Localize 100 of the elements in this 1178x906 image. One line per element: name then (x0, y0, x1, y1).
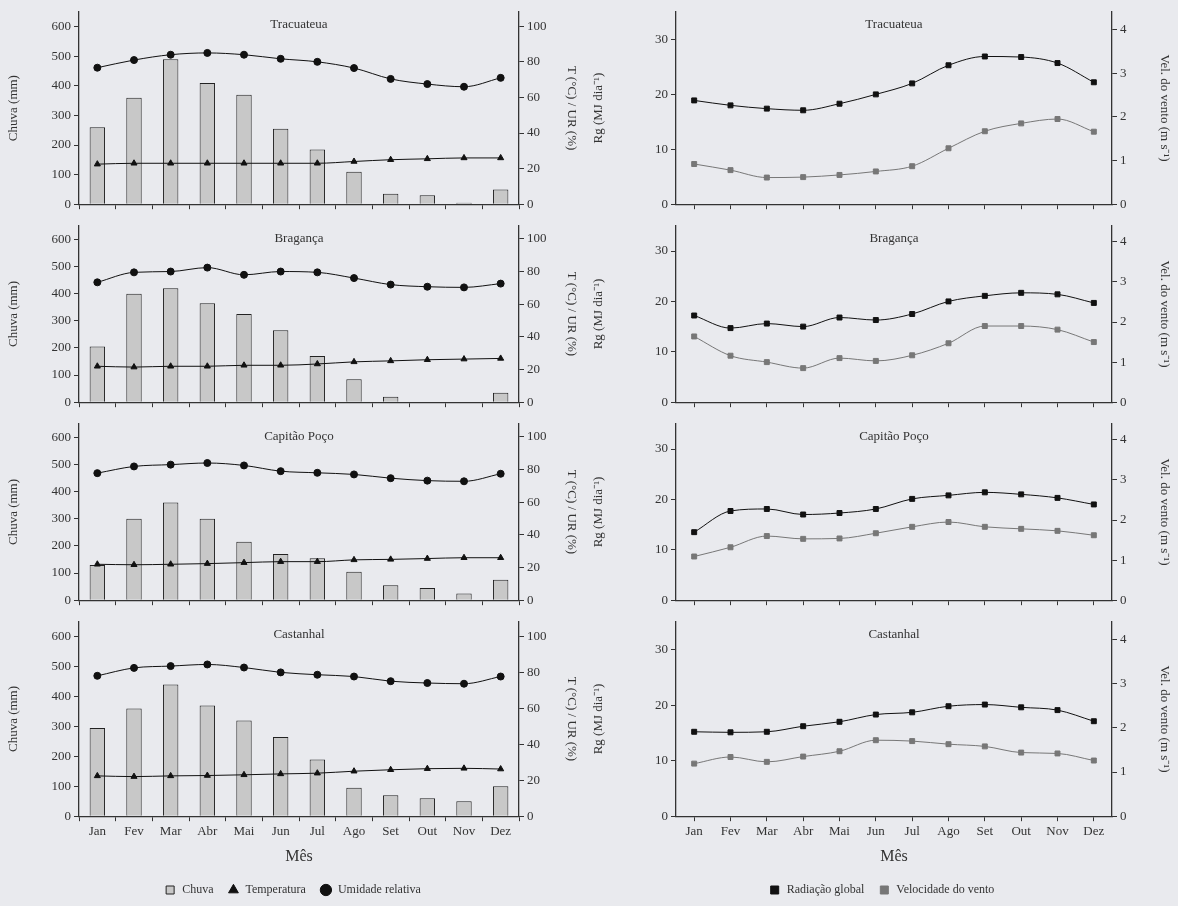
point (909, 523, 916, 530)
y2-tick-label: 100 (527, 428, 547, 444)
point (872, 357, 879, 364)
point (981, 743, 988, 750)
point (691, 97, 698, 104)
y2-tick-label: 3 (1120, 675, 1127, 691)
point (1090, 128, 1097, 135)
y2-tick-label: 60 (527, 88, 540, 104)
point (945, 703, 952, 710)
point (276, 467, 285, 476)
point (460, 764, 468, 771)
point (1090, 718, 1097, 725)
y-tick-label: 30 (655, 440, 668, 456)
point (203, 771, 211, 778)
point (386, 474, 395, 483)
y-tick-label: 500 (51, 47, 71, 63)
point (727, 508, 734, 514)
y-tick-label: 10 (655, 752, 668, 768)
point (203, 263, 212, 272)
point (836, 314, 843, 321)
point (93, 362, 101, 369)
y2-axis-title: Vel. do vento (m s⁻¹) (1157, 458, 1173, 566)
y-tick-label: 300 (51, 312, 71, 328)
y-tick-label: 0 (64, 807, 71, 823)
point (130, 663, 138, 672)
point (167, 159, 175, 166)
point (909, 352, 916, 359)
x-tick-label: Set (382, 823, 400, 839)
point (1054, 707, 1061, 714)
point (276, 267, 285, 276)
point (167, 560, 175, 567)
x-tick-label: Out (417, 823, 438, 839)
point (800, 174, 807, 181)
y-tick-label: 500 (51, 257, 71, 273)
point (1090, 757, 1097, 764)
point (240, 770, 248, 778)
x-tick-label: Abr (197, 823, 219, 839)
point (691, 312, 698, 319)
point (497, 553, 505, 560)
point (203, 159, 211, 166)
y-tick-label: 500 (51, 455, 71, 471)
point (836, 535, 843, 542)
point (350, 274, 358, 283)
point (350, 555, 358, 563)
point (1090, 339, 1097, 346)
chart-title: Castanhal (868, 625, 921, 641)
legend-label: Radiação global (786, 882, 865, 897)
point (945, 519, 952, 525)
y2-axis-title: T (°C) / UR (%) (564, 469, 580, 555)
y-tick-label: 20 (655, 490, 668, 506)
point (460, 355, 468, 362)
point (313, 468, 322, 477)
point (313, 159, 321, 166)
y-tick-label: 30 (655, 30, 668, 46)
point (423, 679, 432, 687)
point (240, 663, 248, 672)
point (727, 544, 734, 551)
point (460, 153, 468, 161)
point (460, 553, 468, 560)
point (981, 128, 988, 135)
point (423, 154, 431, 162)
point (872, 506, 879, 512)
y2-tick-label: 80 (527, 663, 540, 679)
point (460, 283, 468, 292)
point (423, 554, 431, 561)
y2-tick-label: 1 (1120, 353, 1127, 369)
x-tick-label: Fev (720, 823, 741, 839)
point (909, 738, 916, 745)
y2-tick-label: 2 (1120, 313, 1127, 329)
y-axis-title: Chuva (mm) (5, 280, 21, 348)
x-tick-label: Jun (271, 823, 291, 839)
point (277, 159, 285, 166)
x-tick-label: Dez (1083, 823, 1105, 839)
y-axis-title: Rg (MJ dia⁻¹) (590, 278, 606, 350)
point (460, 82, 468, 91)
x-tick-label: Out (1011, 823, 1032, 839)
point (1054, 527, 1061, 534)
point (1018, 289, 1025, 296)
y2-tick-label: 80 (527, 460, 540, 476)
y-tick-label: 0 (64, 393, 71, 409)
point (872, 91, 879, 98)
point (945, 492, 952, 499)
point (763, 728, 770, 735)
point (872, 737, 879, 744)
point (836, 718, 843, 725)
point (130, 462, 138, 471)
point (981, 489, 988, 496)
point (763, 506, 770, 512)
y2-tick-label: 3 (1120, 64, 1127, 80)
point (423, 282, 432, 291)
y-tick-label: 300 (51, 106, 71, 122)
point (981, 323, 988, 329)
point (203, 559, 211, 566)
point (836, 510, 843, 516)
y-tick-label: 0 (661, 807, 668, 823)
y2-tick-label: 40 (527, 526, 540, 542)
point (130, 560, 138, 568)
y2-tick-label: 3 (1120, 273, 1127, 289)
y-tick-label: 100 (51, 166, 71, 182)
point (1018, 120, 1025, 127)
